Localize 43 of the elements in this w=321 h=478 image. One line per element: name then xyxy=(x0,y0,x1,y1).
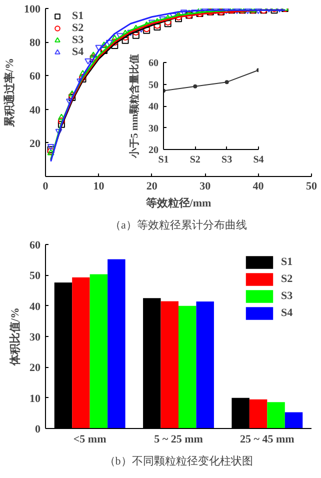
legend-label: S1 xyxy=(281,255,294,270)
text: （b）不同颗粒粒径变化柱状图 xyxy=(104,454,253,468)
x-tick-label: S4 xyxy=(253,154,264,166)
text: （a）等效粒径累计分布曲线 xyxy=(110,218,247,232)
y-axis-title: 累积通过率/% xyxy=(3,58,16,128)
y-tick-label: 40 xyxy=(148,102,158,112)
y-tick-label: 30 xyxy=(148,123,158,134)
y-tick-label: 50 xyxy=(148,80,158,91)
legend-label: S2 xyxy=(281,272,294,287)
y-tick-label: 20 xyxy=(30,362,41,374)
y-tick-label: 20 xyxy=(148,145,158,156)
y-tick-label: 80 xyxy=(30,37,41,50)
x-tick-label: S2 xyxy=(190,154,200,166)
x-tick-label: 10 xyxy=(93,180,105,192)
legend-label: S4 xyxy=(281,306,294,321)
y-tick-label: 50 xyxy=(30,270,41,282)
y-axis-title: 体积比值/% xyxy=(8,307,22,367)
x-tick-label: <5 mm xyxy=(73,434,106,446)
legend-label: S3 xyxy=(72,34,85,46)
legend-label: S1 xyxy=(72,10,85,22)
y-tick-label: 40 xyxy=(30,104,41,116)
y-tick-label: 60 xyxy=(30,70,41,83)
x-tick-label: 5 ~ 25 mm xyxy=(154,434,203,446)
y-axis-title: 小于5 mm颗粒含量比值 xyxy=(128,54,140,160)
x-tick-label: 25 ~ 45 mm xyxy=(240,434,294,446)
y-tick-label: 40 xyxy=(30,300,41,313)
y-tick-label: 10 xyxy=(30,392,41,405)
x-tick-label: 40 xyxy=(252,180,264,192)
x-tick-label: S3 xyxy=(222,154,232,166)
y-tick-label: 30 xyxy=(30,332,41,344)
legend-label: S4 xyxy=(72,46,85,58)
y-tick-label: 20 xyxy=(30,138,41,150)
y-tick-label: 100 xyxy=(24,4,41,16)
legend-label: S3 xyxy=(281,289,294,304)
x-tick-label: 30 xyxy=(200,180,212,192)
legend-label: S2 xyxy=(72,22,85,34)
y-tick-label: 0 xyxy=(35,424,41,436)
x-tick-label: S1 xyxy=(158,154,169,166)
x-axis-title: 等效粒径/mm xyxy=(144,196,212,210)
x-tick-label: 0 xyxy=(42,180,49,192)
x-tick-label: 50 xyxy=(306,180,318,192)
y-tick-label: 60 xyxy=(148,58,158,69)
y-tick-label: 60 xyxy=(30,240,41,252)
